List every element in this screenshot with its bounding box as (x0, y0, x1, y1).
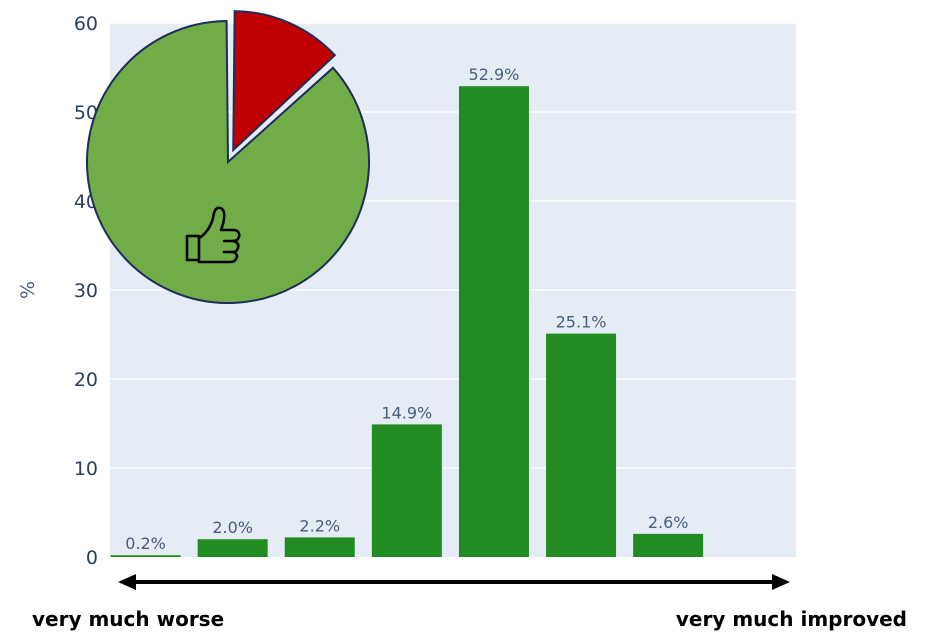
bar (284, 537, 355, 557)
data-labels: 0.2% 2.0% 2.2% 14.9% 52.9% 25.1% 2.6% (125, 65, 688, 553)
data-label: 14.9% (381, 403, 432, 422)
thumbs-up-icon (185, 206, 241, 264)
bar (458, 86, 529, 557)
pie-slice-improved (86, 19, 370, 304)
scale-left-label: very much worse (32, 607, 225, 631)
inset-pie-chart (86, 10, 370, 304)
y-tick-label: 50 (74, 102, 98, 124)
y-tick-label: 60 (74, 13, 98, 35)
bar (633, 533, 704, 557)
y-tick-label: 20 (74, 369, 98, 391)
scale-right-label: very much improved (675, 607, 907, 631)
bars (110, 86, 704, 557)
bar (110, 555, 181, 557)
y-tick-label: 10 (74, 458, 98, 480)
data-label: 0.2% (125, 534, 166, 553)
bar (197, 539, 268, 557)
y-tick-label: 30 (74, 280, 98, 302)
data-label: 2.6% (648, 513, 689, 532)
pie-slice-worse (232, 10, 337, 153)
data-label: 52.9% (469, 65, 520, 84)
data-label: 2.0% (212, 518, 253, 537)
bar (546, 333, 617, 557)
y-axis-label: % (17, 281, 39, 299)
double-headed-arrow-icon (118, 574, 790, 590)
bar (371, 424, 442, 557)
data-label: 2.2% (299, 516, 340, 535)
data-label: 25.1% (556, 313, 607, 332)
y-tick-label: 0 (86, 547, 98, 569)
